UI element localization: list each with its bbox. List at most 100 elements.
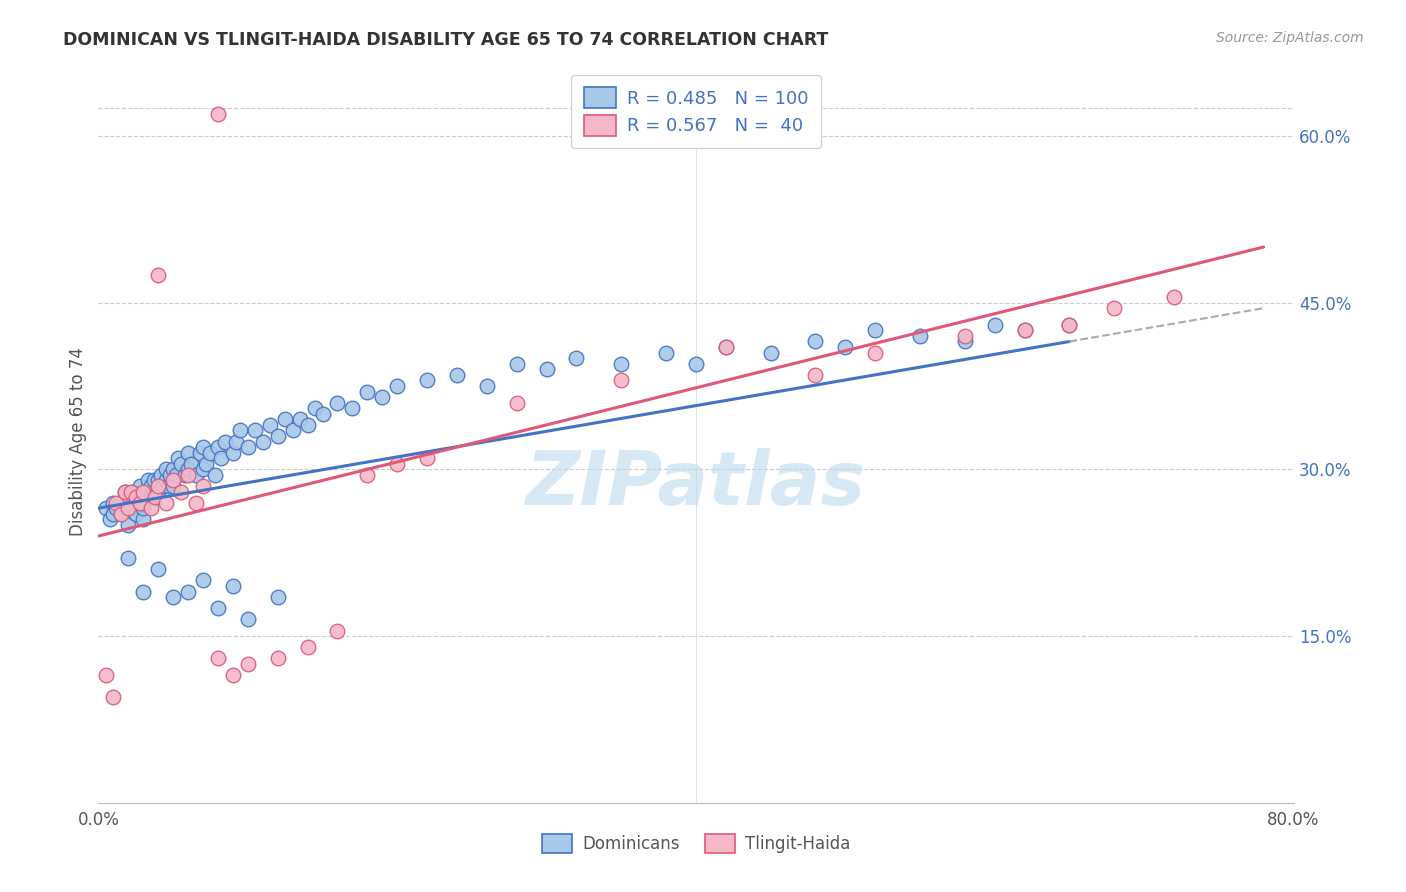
Point	[177, 462, 200, 476]
Point	[304, 401, 326, 416]
Point	[125, 490, 148, 504]
Point	[121, 484, 143, 499]
Point	[110, 507, 132, 521]
Point	[129, 479, 152, 493]
Point	[297, 640, 319, 655]
Point	[267, 590, 290, 604]
Point	[1014, 323, 1036, 337]
Point	[342, 401, 364, 416]
Point	[143, 490, 166, 504]
Point	[177, 445, 200, 459]
Point	[105, 496, 128, 510]
Point	[865, 323, 887, 337]
Point	[804, 334, 827, 349]
Point	[155, 496, 177, 510]
Point	[117, 517, 139, 532]
Point	[188, 445, 211, 459]
Point	[1059, 318, 1081, 332]
Point	[125, 507, 148, 521]
Point	[222, 445, 245, 459]
Point	[506, 357, 529, 371]
Point	[98, 512, 122, 526]
Point	[1014, 323, 1036, 337]
Point	[207, 106, 229, 120]
Point	[148, 484, 170, 499]
Point	[274, 412, 297, 426]
Point	[139, 479, 162, 493]
Point	[252, 434, 274, 449]
Point	[685, 357, 707, 371]
Point	[1104, 301, 1126, 315]
Point	[371, 390, 394, 404]
Text: Source: ZipAtlas.com: Source: ZipAtlas.com	[1216, 31, 1364, 45]
Point	[385, 379, 409, 393]
Point	[204, 467, 226, 482]
Point	[139, 490, 162, 504]
Point	[128, 496, 150, 510]
Point	[536, 362, 558, 376]
Point	[162, 590, 184, 604]
Point	[610, 357, 633, 371]
Point	[148, 562, 170, 576]
Point	[655, 345, 678, 359]
Point	[297, 417, 319, 432]
Point	[148, 479, 170, 493]
Point	[162, 474, 184, 488]
Point	[222, 668, 245, 682]
Point	[177, 584, 200, 599]
Point	[865, 345, 887, 359]
Point	[416, 451, 439, 466]
Point	[162, 462, 184, 476]
Point	[209, 451, 232, 466]
Point	[117, 501, 139, 516]
Point	[214, 434, 236, 449]
Point	[908, 329, 931, 343]
Point	[259, 417, 281, 432]
Point	[191, 462, 214, 476]
Point	[356, 384, 378, 399]
Point	[155, 462, 177, 476]
Point	[267, 429, 290, 443]
Point	[834, 340, 856, 354]
Point	[129, 496, 152, 510]
Point	[103, 507, 125, 521]
Point	[166, 451, 188, 466]
Point	[225, 434, 247, 449]
Point	[135, 484, 157, 499]
Point	[207, 601, 229, 615]
Point	[139, 501, 162, 516]
Point	[103, 496, 125, 510]
Point	[1163, 290, 1185, 304]
Point	[177, 467, 200, 482]
Point	[288, 412, 311, 426]
Point	[804, 368, 827, 382]
Point	[114, 484, 136, 499]
Point	[155, 474, 177, 488]
Point	[169, 484, 191, 499]
Point	[326, 395, 349, 409]
Point	[132, 501, 155, 516]
Point	[245, 424, 267, 438]
Point	[236, 657, 259, 671]
Point	[610, 373, 633, 387]
Point	[180, 457, 202, 471]
Point	[132, 496, 155, 510]
Point	[385, 457, 409, 471]
Point	[159, 467, 181, 482]
Point	[136, 474, 159, 488]
Text: DOMINICAN VS TLINGIT-HAIDA DISABILITY AGE 65 TO 74 CORRELATION CHART: DOMINICAN VS TLINGIT-HAIDA DISABILITY AG…	[63, 31, 828, 49]
Point	[953, 329, 976, 343]
Point	[143, 490, 166, 504]
Point	[207, 651, 229, 665]
Point	[281, 424, 304, 438]
Point	[120, 501, 142, 516]
Point	[125, 490, 148, 504]
Point	[148, 268, 170, 282]
Point	[714, 340, 737, 354]
Point	[157, 479, 180, 493]
Point	[506, 395, 529, 409]
Point	[110, 507, 132, 521]
Point	[191, 440, 214, 454]
Point	[191, 574, 214, 588]
Point	[236, 440, 259, 454]
